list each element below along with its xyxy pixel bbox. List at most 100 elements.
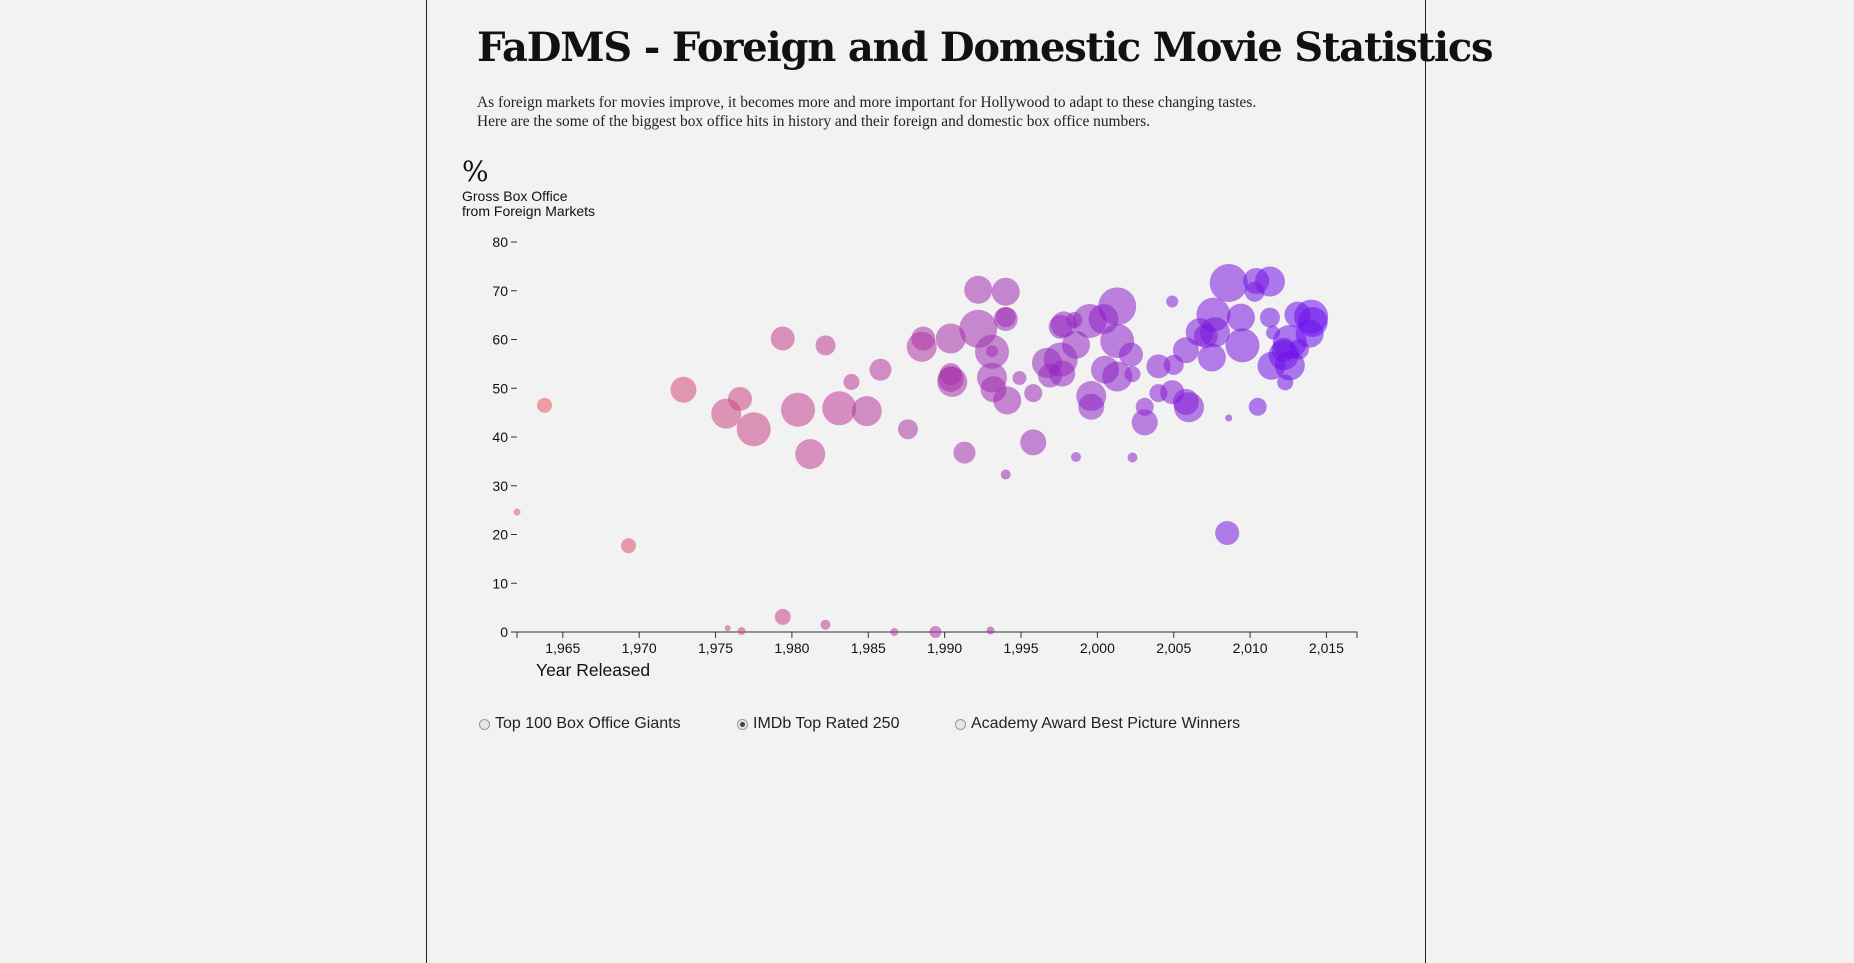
data-point[interactable]: [911, 326, 936, 351]
data-points: [513, 263, 1329, 638]
y-axis: 0 10 20 30 40 50 60 70 80: [492, 234, 517, 640]
data-point[interactable]: [1098, 287, 1137, 326]
x-tick-label: 1,980: [774, 640, 809, 656]
y-tick-label: 20: [492, 527, 508, 543]
y-tick-label: 50: [492, 380, 508, 396]
data-point[interactable]: [1131, 409, 1158, 436]
data-point[interactable]: [897, 419, 918, 440]
data-point[interactable]: [1297, 306, 1328, 337]
intro-line-1: As foreign markets for movies improve, i…: [477, 94, 1257, 111]
y-tick-label: 80: [492, 234, 508, 250]
radio-label: Academy Award Best Picture Winners: [971, 715, 1241, 732]
x-tick-label: 2,015: [1309, 640, 1344, 656]
x-tick-label: 2,005: [1156, 640, 1191, 656]
y-tick-label: 30: [492, 478, 508, 494]
data-point[interactable]: [737, 627, 746, 636]
data-point[interactable]: [953, 441, 976, 464]
data-point[interactable]: [736, 412, 771, 447]
x-tick-label: 2,000: [1080, 640, 1115, 656]
data-point[interactable]: [820, 619, 831, 630]
y-tick-label: 0: [500, 624, 508, 640]
data-point[interactable]: [1049, 360, 1076, 387]
data-point[interactable]: [1078, 393, 1105, 420]
data-point[interactable]: [869, 358, 892, 381]
scatter-chart: % Gross Box Office from Foreign Markets …: [462, 155, 1358, 680]
data-point[interactable]: [781, 392, 816, 427]
x-axis-label: Year Released: [536, 660, 650, 680]
y-tick-label: 70: [492, 283, 508, 299]
data-point[interactable]: [795, 439, 826, 470]
data-point[interactable]: [995, 307, 1016, 328]
data-point[interactable]: [1166, 295, 1179, 308]
data-point[interactable]: [1070, 451, 1081, 462]
data-point[interactable]: [1215, 521, 1240, 546]
radio-imdb-top-250[interactable]: IMDb Top Rated 250: [737, 715, 899, 733]
data-point[interactable]: [1209, 263, 1248, 302]
data-point[interactable]: [993, 386, 1022, 415]
data-point[interactable]: [1102, 361, 1133, 392]
data-point[interactable]: [1012, 371, 1027, 386]
data-point[interactable]: [727, 386, 752, 411]
x-tick-label: 1,985: [851, 640, 886, 656]
data-point[interactable]: [822, 391, 857, 426]
data-point[interactable]: [770, 326, 795, 351]
y-tick-label: 40: [492, 429, 508, 445]
data-point[interactable]: [1127, 452, 1138, 463]
radio-label: IMDb Top Rated 250: [753, 715, 900, 732]
x-tick-label: 2,010: [1233, 640, 1268, 656]
x-tick-label: 1,990: [927, 640, 962, 656]
data-point[interactable]: [1248, 397, 1267, 416]
data-point[interactable]: [620, 538, 636, 554]
x-tick-label: 1,965: [545, 640, 580, 656]
radio-top-100-box-office[interactable]: Top 100 Box Office Giants: [479, 715, 681, 733]
data-point[interactable]: [1124, 366, 1141, 383]
data-point[interactable]: [986, 626, 995, 635]
data-point[interactable]: [513, 508, 521, 516]
y-tick-label: 60: [492, 332, 508, 348]
data-point[interactable]: [1225, 414, 1233, 422]
radio-button[interactable]: [955, 718, 966, 730]
data-point[interactable]: [1024, 384, 1043, 403]
data-point[interactable]: [670, 376, 697, 403]
radio-label: Top 100 Box Office Giants: [495, 715, 681, 732]
data-point[interactable]: [937, 366, 968, 397]
data-point[interactable]: [1254, 266, 1285, 297]
data-point[interactable]: [1226, 303, 1255, 332]
data-point[interactable]: [890, 628, 899, 636]
data-point[interactable]: [724, 625, 731, 632]
data-point[interactable]: [1061, 330, 1090, 359]
data-point[interactable]: [1197, 343, 1226, 372]
radio-button[interactable]: [479, 718, 490, 730]
x-tick-label: 1,995: [1003, 640, 1038, 656]
y-axis-label-line-2: from Foreign Markets: [462, 203, 595, 219]
y-axis-label-line-1: Gross Box Office: [462, 188, 568, 204]
data-point[interactable]: [815, 335, 836, 356]
page-container: FaDMS - Foreign and Domestic Movie Stati…: [426, 0, 1494, 963]
data-point[interactable]: [1146, 354, 1171, 379]
data-point[interactable]: [1000, 469, 1011, 480]
y-tick-label: 10: [492, 575, 508, 591]
data-point[interactable]: [1225, 328, 1260, 363]
data-point[interactable]: [851, 396, 882, 427]
y-axis-symbol: %: [462, 155, 489, 188]
data-point[interactable]: [985, 345, 998, 358]
data-point[interactable]: [536, 397, 552, 413]
data-point[interactable]: [935, 323, 966, 354]
intro-text: As foreign markets for movies improve, i…: [477, 93, 1397, 131]
data-point[interactable]: [991, 277, 1020, 306]
data-point[interactable]: [1020, 429, 1047, 456]
page-title: FaDMS - Foreign and Domestic Movie Stati…: [477, 24, 1494, 71]
data-point[interactable]: [1118, 342, 1143, 367]
x-axis: 1,965 1,970 1,975 1,980 1,985 1,990 1,995 2,000…: [516, 631, 1358, 656]
intro-line-2: Here are the some of the biggest box off…: [477, 113, 1151, 130]
radio-button-selected[interactable]: [737, 718, 748, 730]
data-point[interactable]: [964, 275, 993, 304]
data-point[interactable]: [843, 373, 860, 390]
data-point[interactable]: [1199, 317, 1230, 348]
data-point[interactable]: [774, 608, 791, 625]
x-tick-label: 1,975: [698, 640, 733, 656]
data-point[interactable]: [1174, 392, 1204, 423]
radio-academy-award-winners[interactable]: Academy Award Best Picture Winners: [955, 715, 1240, 733]
data-point[interactable]: [1259, 307, 1280, 328]
data-point[interactable]: [929, 626, 942, 638]
